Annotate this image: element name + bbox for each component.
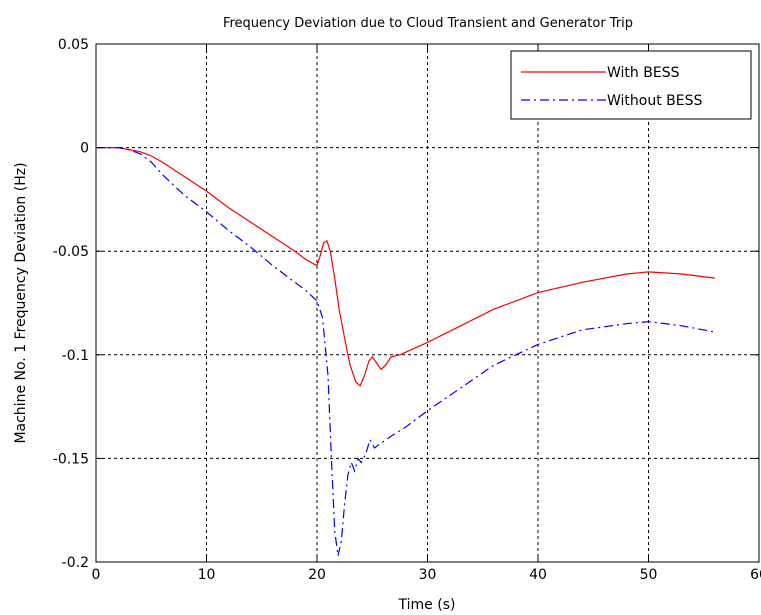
series-line-1 xyxy=(96,147,715,556)
x-tick-label: 50 xyxy=(640,567,658,583)
x-tick-label: 0 xyxy=(92,567,101,583)
x-tick-label: 40 xyxy=(529,567,547,583)
y-tick-label: -0.15 xyxy=(53,451,89,467)
y-tick-label: -0.1 xyxy=(62,348,89,364)
x-axis-label: Time (s) xyxy=(398,597,456,613)
axis-ticks: 0 10 20 30 40 50 60 0.05 0 -0.05 -0.1 -0.15 -0.2 xyxy=(53,37,761,583)
legend-box xyxy=(510,50,752,120)
legend-label-0: With BESS xyxy=(607,65,680,81)
x-tick-label: 30 xyxy=(419,567,437,583)
x-tick-label: 20 xyxy=(308,567,326,583)
legend-label-1: Without BESS xyxy=(607,93,703,109)
legend: With BESS Without BESS xyxy=(510,50,752,120)
y-tick-label: 0.05 xyxy=(58,37,89,53)
y-tick-label: 0 xyxy=(80,141,89,157)
chart-title: Frequency Deviation due to Cloud Transie… xyxy=(223,16,633,31)
y-axis-label: Machine No. 1 Frequency Deviation (Hz) xyxy=(13,162,29,443)
y-tick-label: -0.05 xyxy=(53,244,89,260)
series-lines xyxy=(96,147,715,556)
x-tick-label: 10 xyxy=(198,567,216,583)
grid xyxy=(96,44,759,562)
series-line-0 xyxy=(96,147,715,387)
y-tick-label: -0.2 xyxy=(62,555,89,571)
x-tick-label: 60 xyxy=(750,567,761,583)
